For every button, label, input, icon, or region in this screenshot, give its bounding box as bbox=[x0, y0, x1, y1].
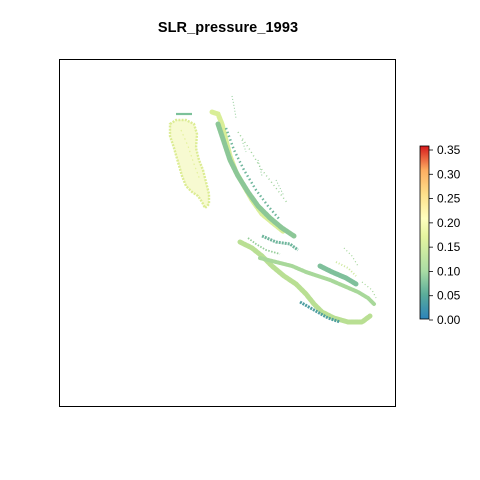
colorbar-tick-label: 0.00 bbox=[437, 313, 461, 327]
colorbar: 0.35 0.30 0.25 0.20 0.15 0.10 0.05 0.00 bbox=[419, 143, 461, 327]
colorbar-tick-label: 0.30 bbox=[437, 167, 461, 181]
colorbar-tick-label: 0.20 bbox=[437, 216, 461, 230]
colorbar-tick-label: 0.25 bbox=[437, 192, 461, 206]
colorbar-tick-label: 0.10 bbox=[437, 264, 461, 278]
western-island bbox=[168, 112, 211, 211]
main-coastline bbox=[209, 95, 377, 325]
map-frame bbox=[59, 59, 396, 407]
map-title: SLR_pressure_1993 bbox=[157, 20, 299, 36]
colorbar-ticks: 0.35 0.30 0.25 0.20 0.15 0.10 0.05 0.00 bbox=[429, 143, 461, 327]
colorbar-tick-label: 0.15 bbox=[437, 240, 461, 254]
colorbar-tick-label: 0.35 bbox=[437, 143, 461, 157]
colorbar-border bbox=[419, 145, 430, 320]
colorbar-ramp bbox=[420, 146, 429, 319]
colorbar-tick-label: 0.05 bbox=[437, 289, 461, 303]
